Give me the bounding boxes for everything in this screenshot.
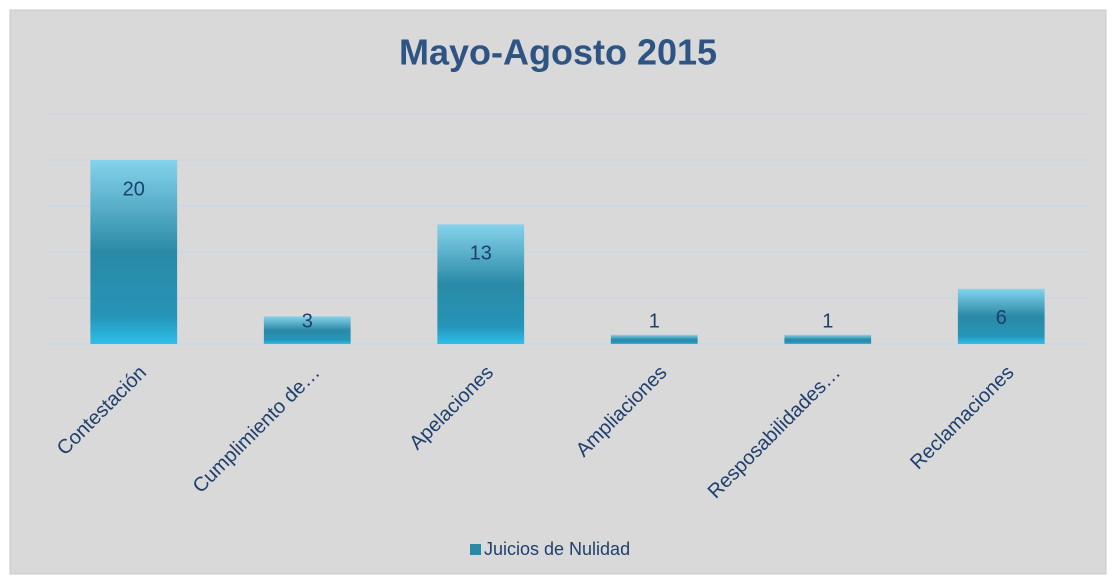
bar xyxy=(957,288,1045,344)
bar xyxy=(610,334,698,344)
bar xyxy=(437,224,525,344)
legend-label: Juicios de Nulidad xyxy=(484,539,630,559)
data-label: 3 xyxy=(302,310,313,332)
chart-title: Mayo-Agosto 2015 xyxy=(399,32,717,73)
bar xyxy=(263,316,351,344)
data-label: 1 xyxy=(649,310,660,332)
legend-swatch xyxy=(470,544,481,555)
data-label: 13 xyxy=(470,243,492,265)
data-label: 1 xyxy=(822,310,833,332)
data-label: 20 xyxy=(123,178,145,200)
bar xyxy=(90,160,178,344)
chart-background xyxy=(9,9,1107,575)
bar xyxy=(784,334,872,344)
data-label: 6 xyxy=(996,307,1007,329)
